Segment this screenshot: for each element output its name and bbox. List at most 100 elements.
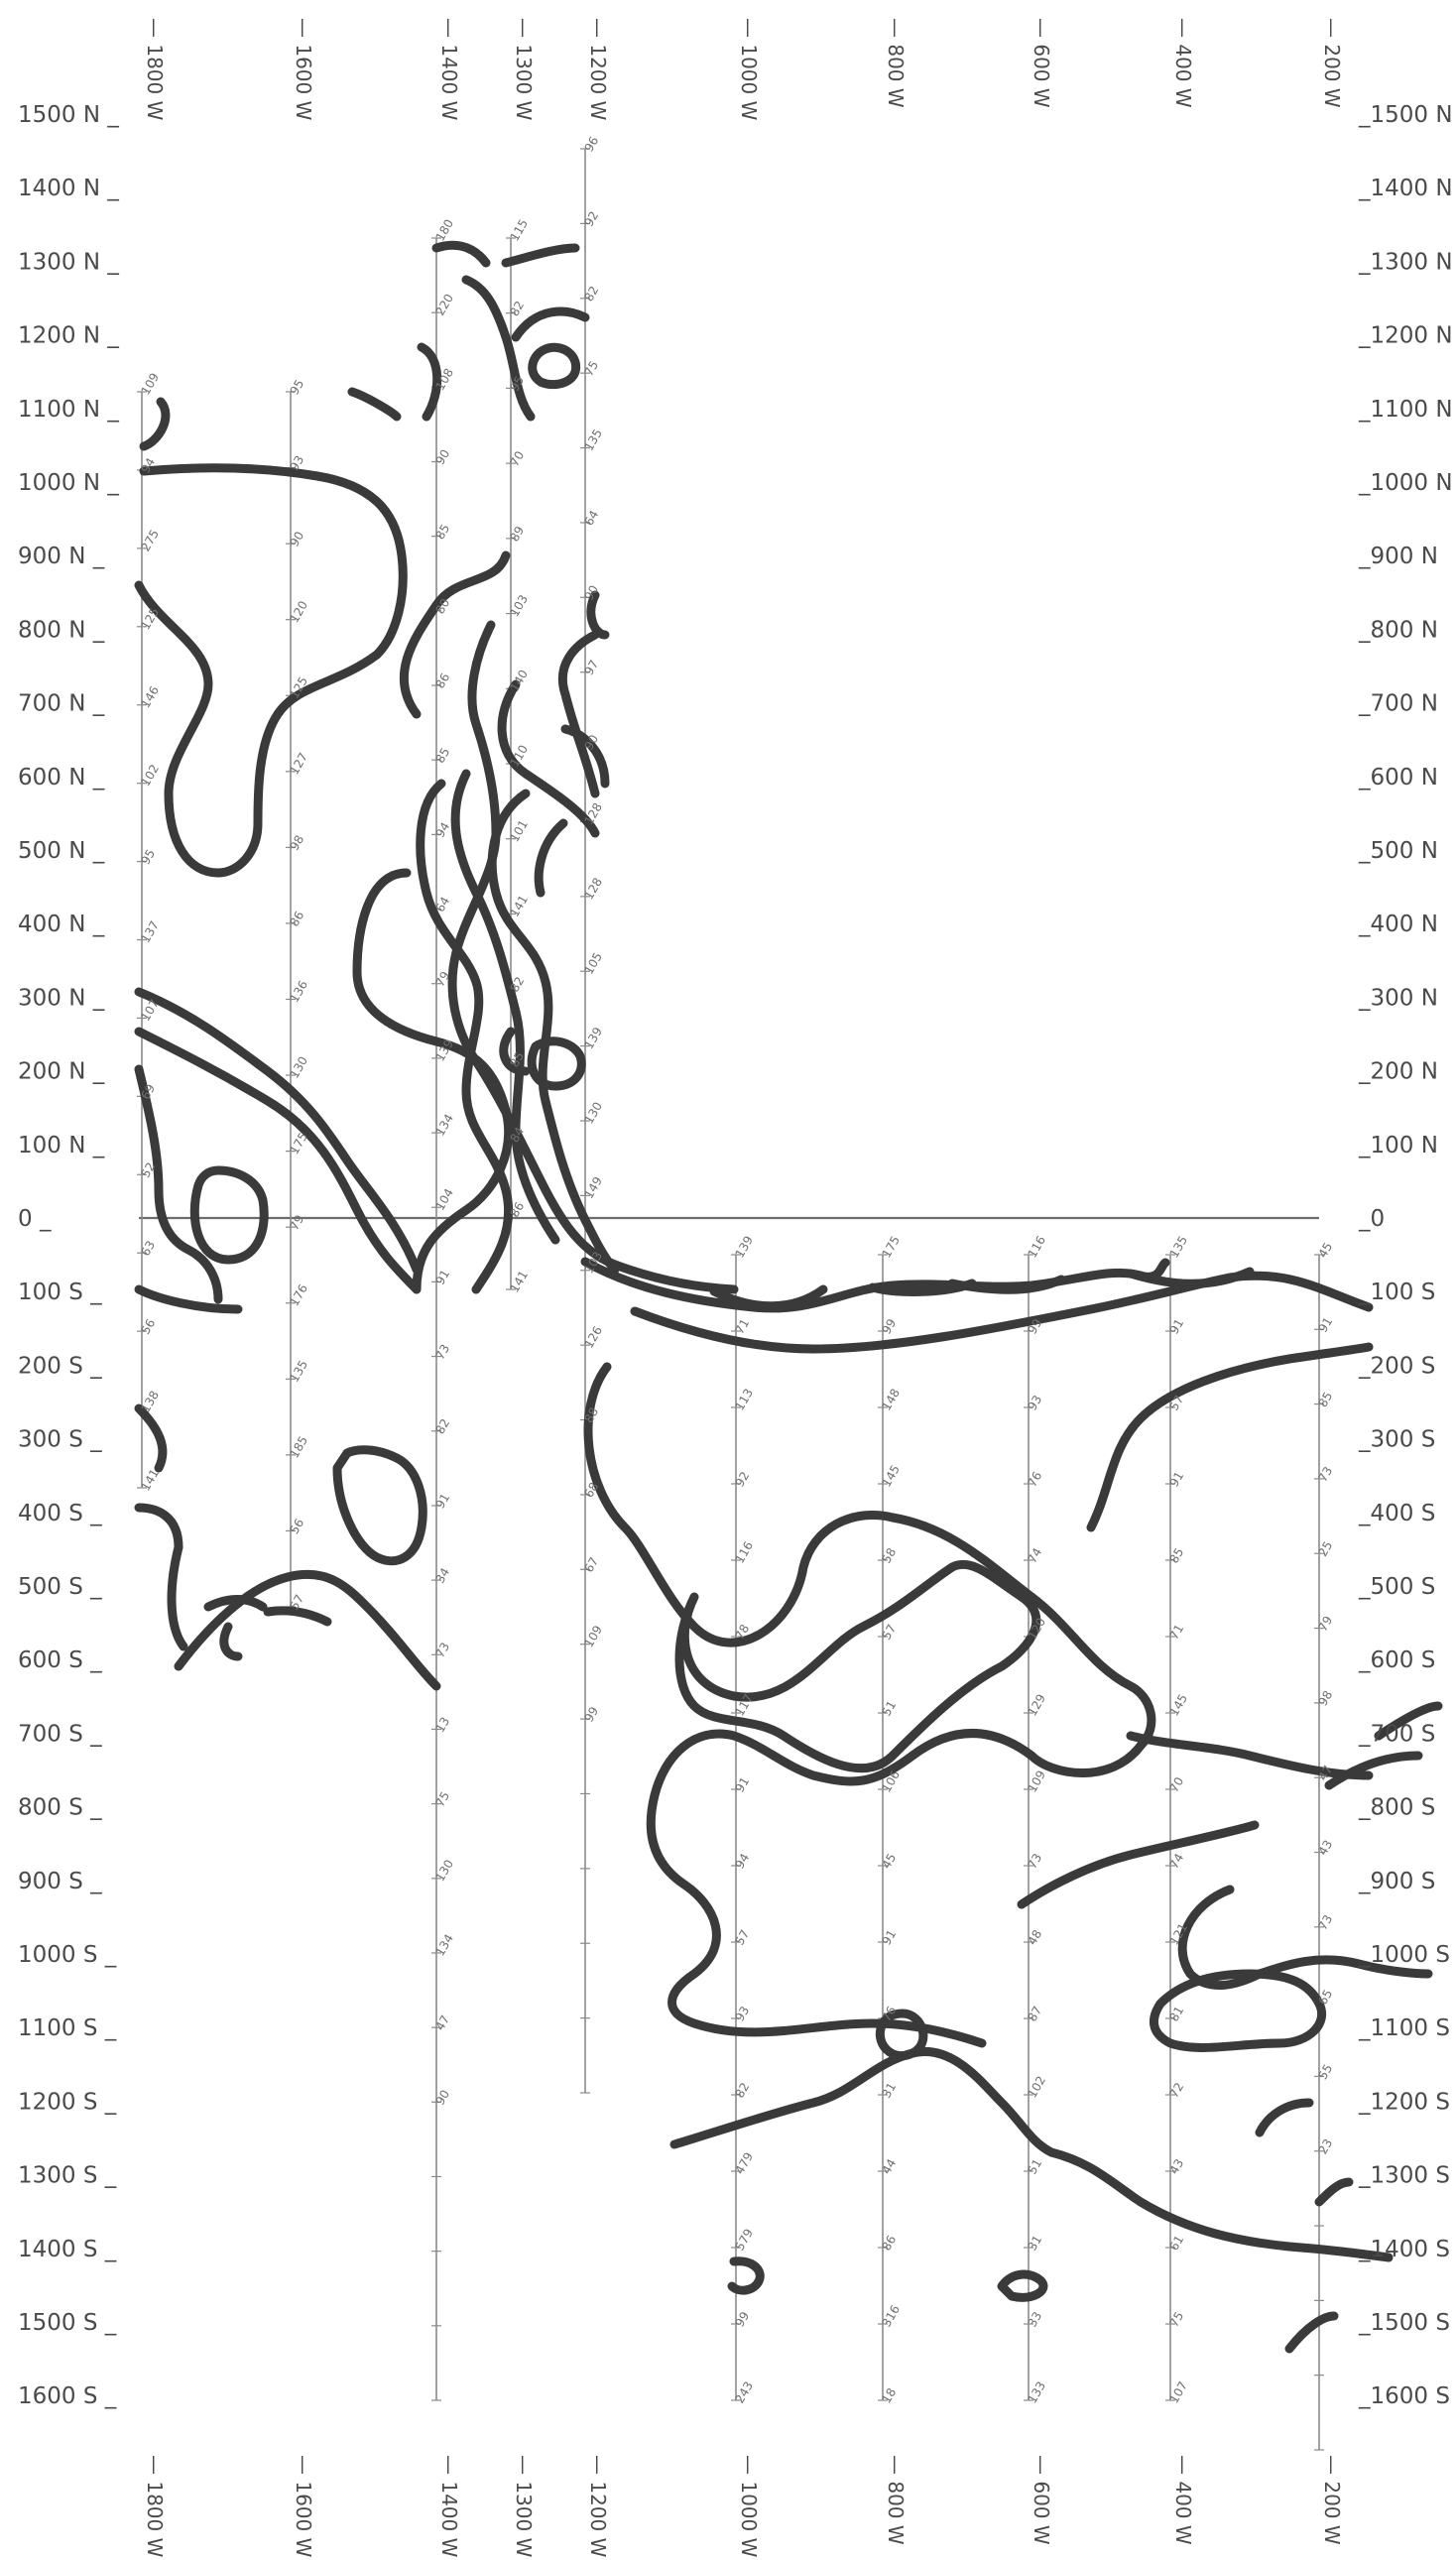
northing-label-right: _1000 S bbox=[1358, 1942, 1450, 1968]
station-value: 92 bbox=[581, 209, 601, 229]
northing-label-left: 1500 N _ bbox=[18, 102, 119, 128]
station-value: 91 bbox=[432, 1268, 452, 1287]
northing-label-right: _1000 N bbox=[1358, 470, 1453, 496]
northing-label-right: _1300 S bbox=[1358, 2163, 1450, 2189]
contour-line bbox=[347, 387, 402, 422]
station-value: 87 bbox=[1025, 2004, 1044, 2023]
contour-line bbox=[487, 789, 620, 1275]
northing-label-left: 500 S _ bbox=[18, 1574, 102, 1600]
northing-label-right: _300 N bbox=[1358, 985, 1438, 1011]
contour-line bbox=[534, 818, 568, 898]
northing-label-right: _900 S bbox=[1358, 1869, 1435, 1894]
station-value: 74 bbox=[1025, 1545, 1044, 1565]
station-value: 64 bbox=[432, 895, 452, 914]
station-value: 43 bbox=[1315, 1838, 1335, 1858]
station-value: 115 bbox=[507, 217, 531, 244]
station-value: 31 bbox=[1025, 2233, 1044, 2253]
line-label-bottom: — 400 W bbox=[1171, 2455, 1195, 2545]
station-value: 82 bbox=[432, 1416, 452, 1436]
northing-label-right: _0 bbox=[1358, 1206, 1385, 1232]
station-value: 86 bbox=[432, 670, 452, 690]
station-value: 51 bbox=[1025, 2156, 1044, 2176]
contour-lines bbox=[134, 240, 1443, 2354]
station-value: 18 bbox=[879, 2385, 899, 2405]
station-value: 85 bbox=[1315, 1390, 1335, 1409]
station-value: 91 bbox=[732, 1774, 752, 1794]
contour-line bbox=[1126, 1731, 1374, 1780]
station-value: 80 bbox=[432, 596, 452, 616]
station-value: 78 bbox=[732, 1622, 752, 1642]
contour-line bbox=[527, 1036, 586, 1091]
northing-label-right: _1100 N bbox=[1358, 397, 1453, 423]
line-label-top: — 1400 W bbox=[437, 18, 461, 121]
line-label-top: — 1000 W bbox=[737, 18, 761, 121]
station-value: 89 bbox=[507, 524, 527, 544]
northing-label-right: _1200 N bbox=[1358, 323, 1453, 349]
northing-label-left: 1600 S _ bbox=[18, 2383, 117, 2409]
contour-line bbox=[669, 2046, 1394, 2262]
line-label-bottom: — 600 W bbox=[1030, 2455, 1053, 2545]
station-value: 75 bbox=[581, 358, 601, 378]
northing-label-right: _200 N bbox=[1358, 1059, 1438, 1085]
station-value: 99 bbox=[581, 1704, 601, 1724]
contour-line bbox=[630, 1271, 1374, 1354]
northing-label-right: _1100 S bbox=[1358, 2015, 1450, 2041]
station-value: 82 bbox=[507, 974, 527, 994]
contour-line bbox=[499, 1027, 531, 1076]
contour-line bbox=[1314, 2177, 1354, 2207]
station-value: 72 bbox=[1166, 2080, 1186, 2100]
contour-line bbox=[1177, 1885, 1433, 1991]
station-value: 135 bbox=[1166, 1234, 1190, 1261]
station-value: 90 bbox=[287, 529, 306, 549]
station-value: 57 bbox=[287, 1592, 306, 1612]
northing-label-right: _100 N bbox=[1358, 1133, 1438, 1158]
northing-label-left: 1500 S _ bbox=[18, 2310, 117, 2336]
contour-line bbox=[219, 1622, 243, 1661]
station-value: 56 bbox=[287, 1517, 306, 1536]
station-value: 43 bbox=[1166, 2156, 1186, 2176]
station-value: 71 bbox=[1166, 1622, 1186, 1642]
northing-label-right: _800 S bbox=[1358, 1795, 1435, 1821]
line-label-top: — 1200 W bbox=[586, 18, 610, 121]
contour-line bbox=[501, 243, 580, 268]
station-value: 82 bbox=[507, 299, 527, 318]
contour-line bbox=[134, 1064, 223, 1304]
station-value: 93 bbox=[287, 453, 306, 473]
station-value: 86 bbox=[287, 909, 306, 928]
station-value: 92 bbox=[732, 1469, 752, 1489]
contour-line bbox=[461, 275, 536, 422]
line-label-bottom: — 1600 W bbox=[292, 2455, 315, 2558]
northing-label-left: 600 N _ bbox=[18, 765, 105, 791]
station-value: 79 bbox=[287, 1212, 306, 1232]
station-value: 85 bbox=[432, 522, 452, 542]
northing-label-right: _300 S bbox=[1358, 1427, 1435, 1453]
station-value: 95 bbox=[138, 847, 158, 867]
station-value: 75 bbox=[1166, 2309, 1186, 2329]
northing-label-left: 600 S _ bbox=[18, 1647, 102, 1673]
contour-line bbox=[134, 1403, 168, 1473]
line-label-bottom: — 1000 W bbox=[737, 2455, 761, 2558]
contour-line bbox=[1017, 1820, 1260, 1909]
northing-label-left: 400 N _ bbox=[18, 912, 105, 937]
station-value: 73 bbox=[1315, 1464, 1335, 1484]
station-value: 51 bbox=[879, 1698, 899, 1718]
station-value: 98 bbox=[1315, 1688, 1335, 1708]
line-label-top: — 1600 W bbox=[292, 18, 315, 121]
northing-label-right: _1200 S bbox=[1358, 2089, 1450, 2115]
station-value: 33 bbox=[1025, 2309, 1044, 2329]
station-value: 65 bbox=[1315, 1987, 1335, 2007]
station-value: 84 bbox=[507, 1125, 527, 1145]
contour-line bbox=[1324, 1751, 1423, 1790]
station-value: 175 bbox=[879, 1234, 903, 1261]
northing-label-left: 1400 N _ bbox=[18, 176, 119, 201]
station-value: 73 bbox=[1025, 1851, 1044, 1871]
station-value: 91 bbox=[1315, 1315, 1335, 1335]
contour-line bbox=[431, 240, 491, 268]
station-value: 85 bbox=[507, 1049, 527, 1069]
contour-line bbox=[134, 1284, 243, 1314]
northing-label-left: 300 N _ bbox=[18, 985, 105, 1011]
contour-line bbox=[139, 397, 171, 451]
northing-label-left: 800 S _ bbox=[18, 1795, 102, 1821]
station-value: 94 bbox=[432, 820, 452, 840]
